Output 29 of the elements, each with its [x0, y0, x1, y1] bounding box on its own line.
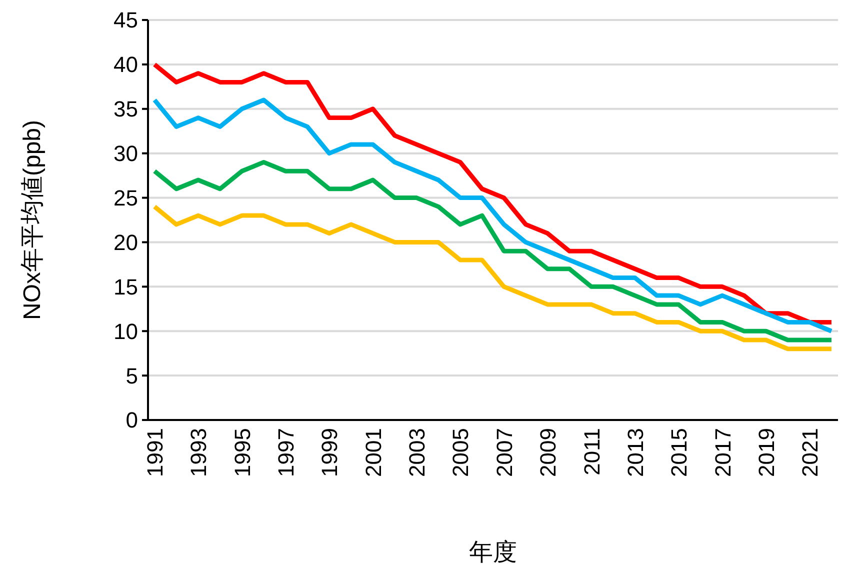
x-tick-label: 2009 [536, 428, 561, 477]
y-tick-label: 15 [114, 274, 138, 300]
x-tick-label: 1997 [274, 428, 299, 477]
x-axis-title: 年度 [469, 539, 517, 566]
x-tick-label: 2007 [492, 428, 517, 477]
x-tick-label: 1995 [230, 428, 255, 477]
y-tick-label: 5 [126, 363, 138, 388]
x-tick-label: 2015 [666, 428, 692, 477]
y-tick-label: 35 [114, 96, 138, 122]
x-tick-label: 2005 [448, 428, 474, 477]
x-tick-label: 1991 [142, 428, 168, 477]
y-tick-label: 40 [114, 52, 138, 78]
y-tick-label: 45 [114, 8, 138, 33]
y-tick-label: 30 [114, 141, 138, 166]
y-tick-label: 20 [114, 230, 138, 255]
x-tick-label: 2021 [798, 428, 823, 477]
line-series [152, 98, 834, 334]
y-tick-label: 25 [114, 185, 138, 210]
x-tick-label: 2019 [754, 428, 779, 477]
x-tick-label: 1993 [186, 428, 212, 477]
x-tick-label: 1999 [317, 428, 342, 477]
x-tick-label: 2017 [710, 428, 736, 477]
x-tick-label: 2013 [622, 428, 648, 477]
x-tick-label: 2001 [360, 428, 386, 477]
y-tick-label: 0 [126, 408, 138, 433]
y-axis-title: NOx年平均値(ppb) [19, 120, 46, 320]
x-tick-label: 2011 [579, 428, 604, 476]
y-tick-label: 10 [114, 318, 138, 344]
x-tick-label: 2003 [404, 428, 430, 477]
